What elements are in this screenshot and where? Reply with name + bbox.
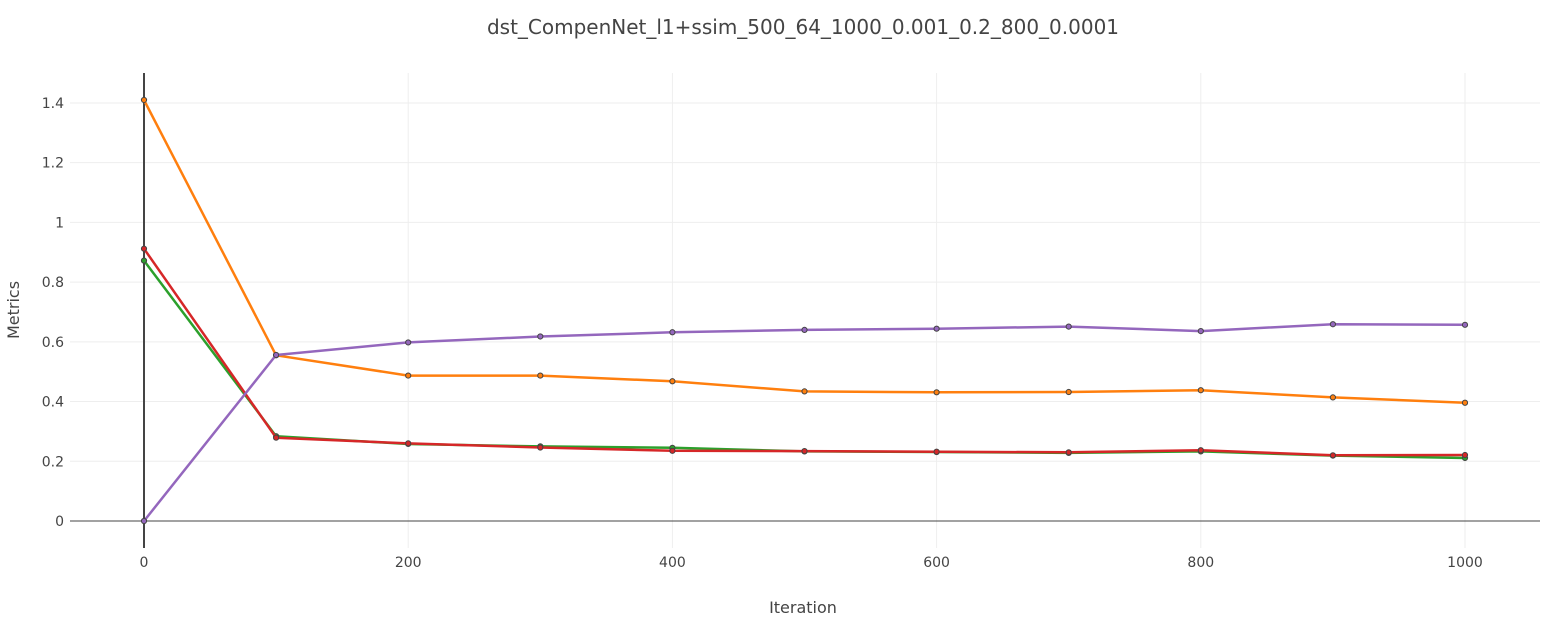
x-tick-label: 400 — [659, 555, 686, 571]
y-tick-label: 0 — [55, 514, 64, 530]
series-line — [143, 259, 1466, 460]
data-point-marker[interactable] — [1461, 451, 1469, 459]
y-tick-label: 1.2 — [42, 156, 64, 172]
y-tick-label: 0.4 — [42, 395, 64, 411]
data-point-marker[interactable] — [1461, 321, 1469, 328]
series-lines — [140, 96, 1469, 525]
data-point-marker[interactable] — [1329, 321, 1337, 328]
data-point-marker[interactable] — [537, 444, 544, 451]
x-tick-label: 200 — [395, 555, 422, 571]
data-point-marker[interactable] — [1197, 447, 1204, 454]
data-point-marker[interactable] — [405, 372, 412, 379]
data-point-marker[interactable] — [1065, 449, 1072, 456]
orange-series — [140, 96, 1469, 406]
data-point-marker[interactable] — [933, 389, 940, 396]
data-point-marker[interactable] — [537, 333, 544, 340]
data-point-marker[interactable] — [669, 329, 676, 336]
data-point-marker[interactable] — [140, 257, 148, 264]
data-point-marker[interactable] — [1329, 452, 1337, 459]
data-point-marker[interactable] — [801, 326, 808, 333]
axes — [70, 73, 1540, 548]
data-point-marker[interactable] — [933, 325, 940, 332]
data-point-marker[interactable] — [1197, 387, 1204, 394]
x-tick-label: 800 — [1187, 555, 1214, 571]
purple-series — [140, 321, 1469, 525]
y-tick-label: 0.8 — [42, 275, 64, 291]
red-series — [140, 245, 1469, 459]
y-axis-title: Metrics — [4, 281, 23, 339]
y-tick-label: 0.2 — [42, 454, 64, 470]
data-point-marker[interactable] — [140, 517, 148, 525]
green-series — [140, 257, 1469, 462]
series-line — [142, 99, 1466, 405]
tick-labels: 0 200 400 600 800 1000 0 0.2 0.4 0.6 0.8 1 1.2 1.4 — [42, 96, 1483, 571]
data-point-marker[interactable] — [669, 447, 676, 454]
data-point-marker[interactable] — [933, 448, 940, 455]
data-point-marker[interactable] — [1461, 399, 1469, 406]
data-point-marker[interactable] — [273, 434, 280, 441]
data-point-marker[interactable] — [273, 351, 280, 359]
series-line — [142, 247, 1466, 457]
y-tick-label: 1 — [55, 215, 64, 231]
x-tick-label: 1000 — [1447, 555, 1483, 571]
data-point-marker[interactable] — [1329, 394, 1337, 401]
y-tick-label: 0.6 — [42, 335, 64, 351]
data-point-marker[interactable] — [1197, 327, 1204, 335]
series-line — [143, 322, 1466, 522]
chart-title: dst_CompenNet_l1+ssim_500_64_1000_0.001_… — [487, 15, 1119, 39]
x-tick-label: 600 — [923, 555, 950, 571]
data-point-marker[interactable] — [405, 440, 412, 447]
data-point-marker[interactable] — [801, 388, 808, 395]
data-point-marker[interactable] — [669, 378, 676, 385]
data-point-marker[interactable] — [1065, 323, 1072, 330]
data-point-marker[interactable] — [405, 339, 412, 346]
x-tick-label: 0 — [140, 555, 149, 571]
data-point-marker[interactable] — [537, 372, 544, 379]
data-point-marker[interactable] — [140, 96, 148, 104]
data-point-marker[interactable] — [801, 448, 808, 455]
gridlines — [70, 73, 1540, 548]
y-tick-label: 1.4 — [42, 96, 64, 112]
x-axis-title: Iteration — [769, 598, 837, 617]
data-point-marker[interactable] — [140, 245, 148, 252]
data-point-marker[interactable] — [1065, 388, 1072, 396]
